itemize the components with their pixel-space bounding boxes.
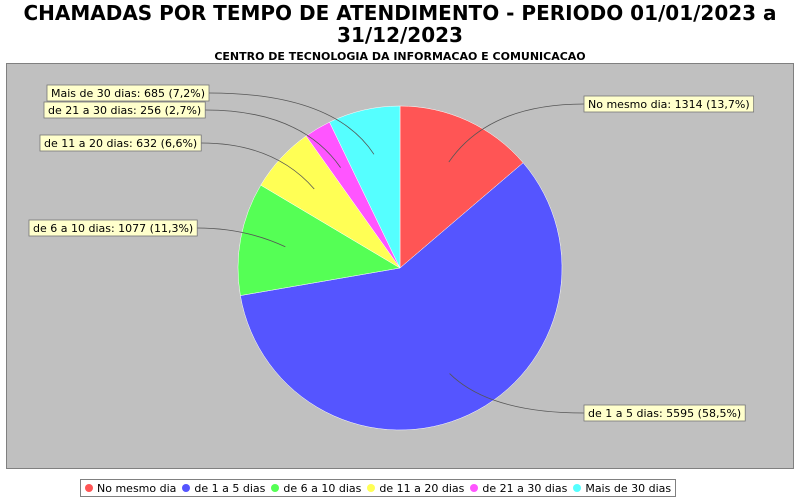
slice-label-box (583, 95, 755, 113)
legend-swatch (573, 484, 582, 492)
label-connector (208, 92, 375, 155)
pie-slice (240, 162, 563, 431)
legend-label: No mesmo dia (97, 481, 177, 495)
legend-item: de 21 a 30 dias (470, 482, 567, 495)
legend-item: de 1 a 5 dias (182, 482, 265, 495)
legend-swatch (182, 484, 191, 492)
slice-label-box (28, 219, 198, 237)
pie-slice (237, 184, 401, 296)
legend-item: de 11 a 20 dias (367, 482, 464, 495)
legend-label: Mais de 30 dias (585, 481, 672, 495)
slice-label: de 1 a 5 dias: 5595 (58,5%) (588, 407, 741, 420)
label-connector (205, 109, 341, 168)
chart-title: CHAMADAS POR TEMPO DE ATENDIMENTO - PERI… (23, 1, 777, 47)
slice-label: Mais de 30 dias: 685 (7,2%) (51, 87, 205, 100)
legend-label: de 11 a 20 dias (379, 481, 465, 495)
slice-label: No mesmo dia: 1314 (13,7%) (588, 98, 750, 111)
legend-swatch (367, 484, 376, 492)
slice-label: de 6 a 10 dias: 1077 (11,3%) (33, 222, 193, 235)
pie-slice (329, 105, 401, 269)
slice-label-box (583, 404, 746, 422)
legend-swatch (271, 484, 280, 492)
slice-label: de 21 a 30 dias: 256 (2,7%) (48, 104, 201, 117)
label-connector (201, 142, 315, 190)
label-connector (449, 373, 585, 414)
chart-subtitle: CENTRO DE TECNOLOGIA DA INFORMACAO E COM… (214, 50, 586, 63)
legend-item: Mais de 30 dias (573, 482, 671, 495)
pie-slice (399, 105, 524, 269)
label-connector (197, 227, 286, 248)
legend: No mesmo dia de 1 a 5 dias de 6 a 10 dias d… (80, 479, 677, 497)
legend-swatch (470, 484, 479, 492)
label-connector (448, 103, 585, 163)
legend-label: de 6 a 10 dias (283, 481, 362, 495)
legend-label: de 21 a 30 dias (482, 481, 568, 495)
slice-label-box (43, 101, 206, 119)
legend-label: de 1 a 5 dias (194, 481, 266, 495)
legend-item: de 6 a 10 dias (271, 482, 361, 495)
slice-label-box (46, 84, 210, 102)
slice-label: de 11 a 20 dias: 632 (6,6%) (44, 137, 197, 150)
legend-swatch (85, 484, 93, 492)
slice-label-box (39, 134, 202, 152)
legend-item: No mesmo dia (85, 482, 176, 495)
